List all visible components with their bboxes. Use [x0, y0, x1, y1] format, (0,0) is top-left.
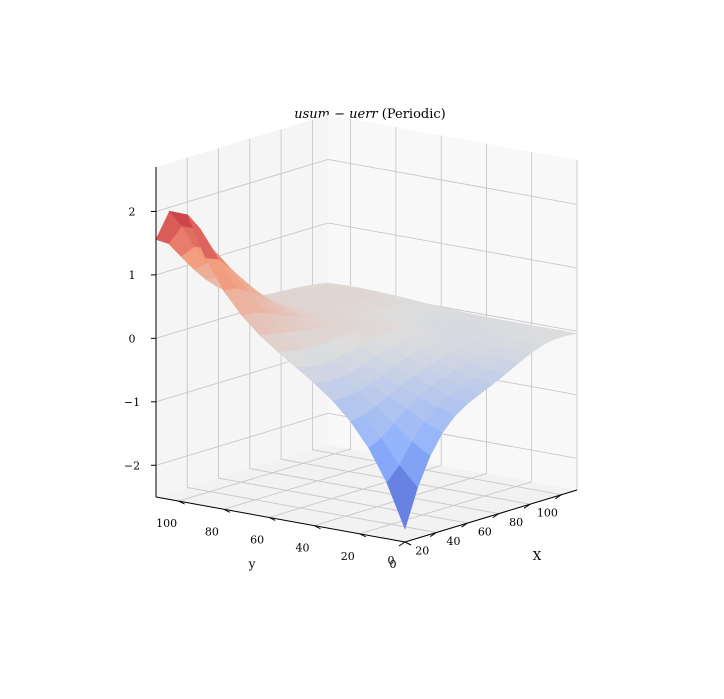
y-grid-line	[359, 151, 533, 535]
x-tick-label: 80	[509, 516, 523, 529]
x-tick-label: 20	[415, 545, 429, 558]
floor-pane	[156, 445, 577, 542]
x-grid-line	[249, 138, 499, 515]
x-tick-label: 0	[388, 554, 395, 567]
y-tick-label: 100	[156, 517, 177, 530]
x-grid-line	[311, 119, 562, 496]
x-tick-label: 40	[447, 535, 461, 548]
y-grid-line	[269, 135, 442, 518]
surface-facet	[386, 465, 418, 530]
z-tick-label: 2	[129, 205, 136, 218]
x-tick-mark	[461, 522, 468, 528]
y-tick-label: 0	[390, 558, 397, 571]
x-grid-line	[280, 129, 531, 505]
chart-title: usum − uerr (Periodic)	[294, 107, 446, 122]
x-tick-label: 60	[478, 526, 492, 539]
y-tick-mark	[223, 508, 231, 513]
axis-lines	[155, 167, 578, 543]
x-tick-mark	[398, 541, 406, 547]
z-tick-label: −2	[124, 459, 140, 472]
y-tick-label: 40	[295, 542, 309, 555]
y-tick-mark	[314, 525, 321, 530]
y-axis-line	[155, 496, 406, 543]
x-tick-label: 100	[537, 507, 558, 520]
z-grid-line	[155, 412, 578, 466]
y-tick-label: 20	[341, 550, 355, 563]
y-tick-mark	[404, 541, 412, 546]
tick-marks: 0 20 40 60 80 100 0 20 40 60 80 100 −2 −1 0 1 2	[124, 205, 562, 571]
y-tick-mark	[178, 500, 185, 505]
y-tick-label: 80	[205, 525, 219, 538]
chart-title-math: usum − uerr	[294, 107, 378, 122]
x-tick-mark	[429, 532, 437, 537]
z-tick-label: 0	[129, 332, 136, 345]
z-tick-label: 1	[129, 269, 136, 282]
z-grid-line	[155, 158, 578, 212]
z-tick-label: −1	[124, 396, 140, 409]
x-grid-line	[186, 157, 437, 533]
y-tick-mark	[359, 533, 366, 538]
y-grid-line	[314, 143, 487, 527]
x-axis-line	[404, 489, 578, 543]
x-tick-mark	[523, 503, 531, 509]
surface-mesh	[155, 210, 578, 530]
y-tick-label: 60	[250, 533, 264, 546]
y-axis-label: y	[248, 557, 256, 571]
x-tick-mark	[555, 494, 562, 500]
x-axis-label: X	[533, 549, 542, 563]
chart-title-suffix: (Periodic)	[378, 107, 446, 122]
y-grid-line	[178, 119, 352, 502]
x-tick-mark	[492, 513, 500, 519]
y-tick-mark	[268, 517, 276, 521]
